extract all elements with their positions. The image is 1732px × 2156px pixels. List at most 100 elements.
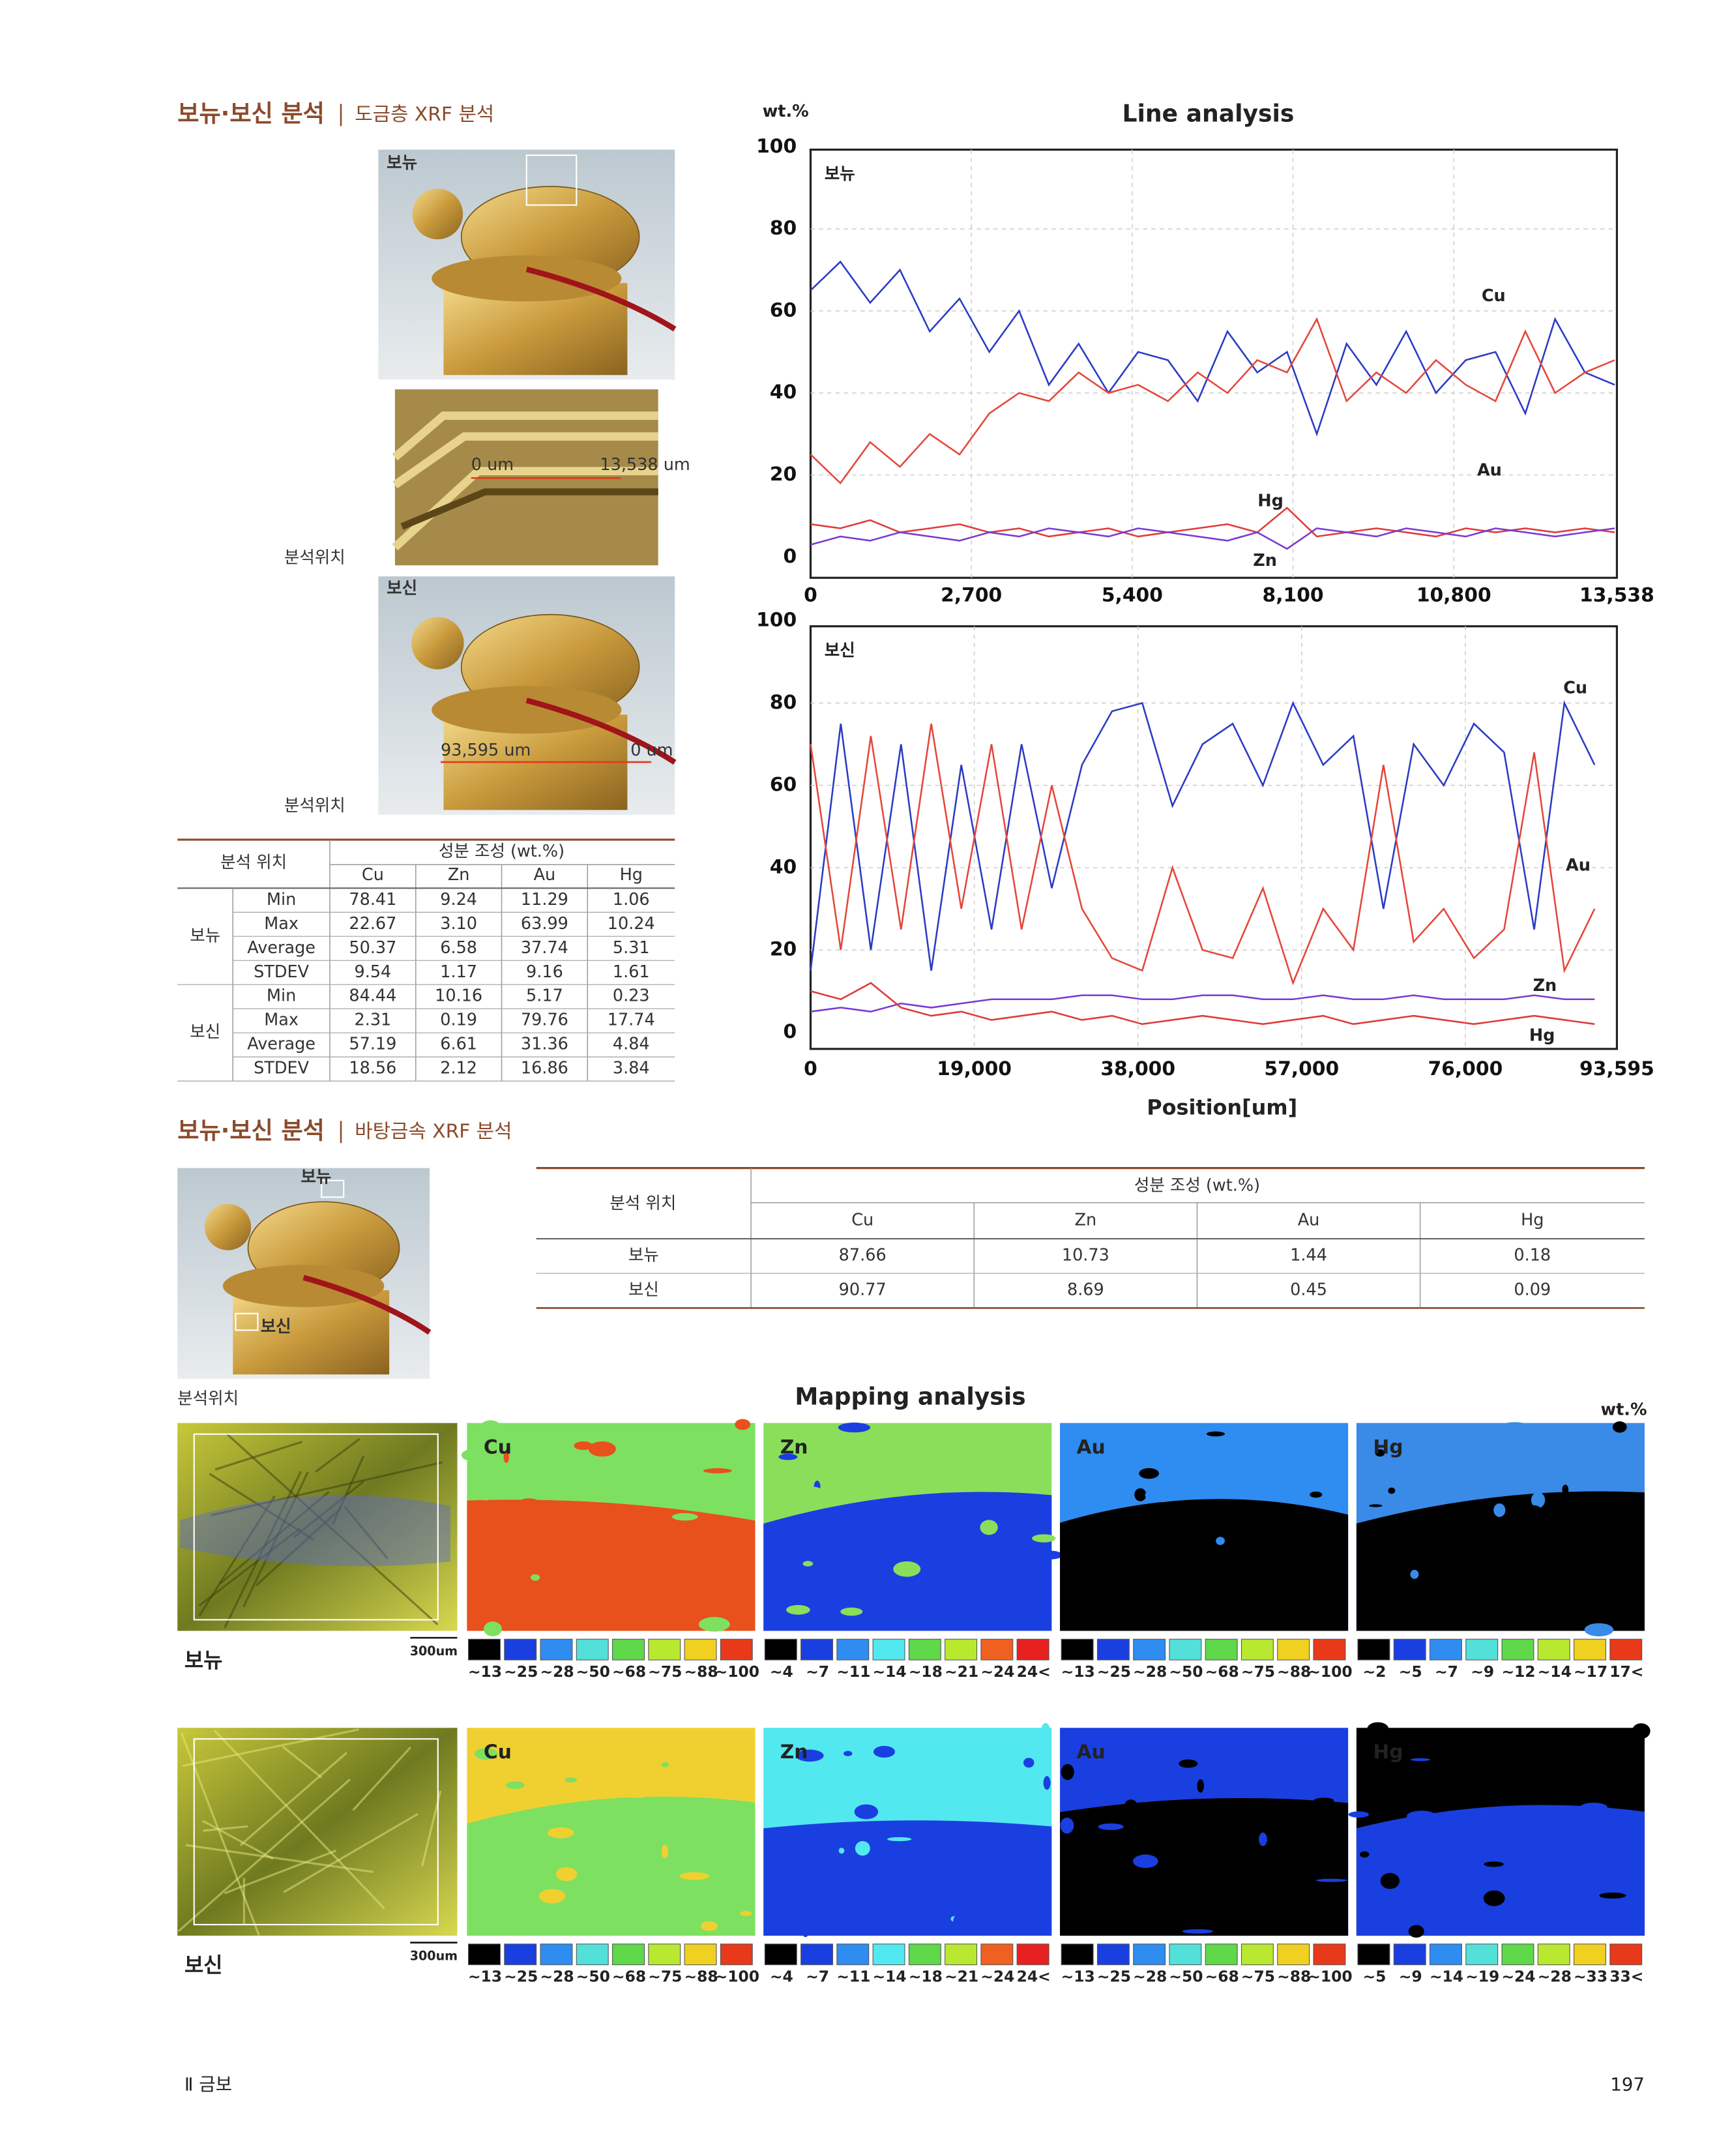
- table-cell: Min: [267, 890, 296, 909]
- table-cell: 10.73: [1062, 1246, 1109, 1265]
- element-map-region: [1356, 1491, 1645, 1631]
- map-speckle: [1197, 1779, 1204, 1793]
- legend-label: ~28: [540, 1967, 574, 1985]
- y-tick-label: 20: [770, 463, 797, 486]
- color-swatch: [504, 1638, 537, 1661]
- map-speckle: [1117, 1835, 1142, 1846]
- map-speckle: [838, 1848, 845, 1854]
- color-swatch: [800, 1943, 834, 1966]
- legend-label: ~13: [1061, 1662, 1095, 1681]
- map-speckle: [1579, 1803, 1607, 1812]
- map-speckle: [958, 1779, 990, 1792]
- element-map-region: [763, 1820, 1052, 1936]
- color-swatch: [468, 1638, 501, 1661]
- legend-label: ~50: [1169, 1967, 1203, 1985]
- map-speckle: [1216, 1537, 1225, 1545]
- map-speckle: [516, 1498, 542, 1512]
- color-swatch: [504, 1943, 537, 1966]
- map-speckle: [943, 1511, 975, 1526]
- micro-streak: [185, 1844, 374, 1873]
- shell-ridge: [392, 411, 658, 551]
- map-speckle: [802, 1561, 814, 1567]
- element-map-region: [1060, 1797, 1349, 1936]
- map-speckle: [1403, 1789, 1423, 1805]
- map-speckle: [1098, 1823, 1124, 1830]
- map-speckle: [1041, 1723, 1050, 1735]
- table-cell: 31.36: [521, 1035, 568, 1054]
- table-header: 성분 조성 (wt.%): [1134, 1175, 1260, 1195]
- table-cell: 63.99: [521, 914, 568, 934]
- legend-label: ~25: [1097, 1662, 1131, 1681]
- map-speckle: [1324, 1587, 1342, 1592]
- map-speckle: [648, 1534, 655, 1543]
- micro-streak: [211, 1461, 443, 1516]
- color-swatch: [764, 1638, 797, 1661]
- color-swatch: [800, 1638, 834, 1661]
- color-swatch: [1240, 1638, 1274, 1661]
- map-speckle: [565, 1777, 578, 1783]
- map-speckle: [980, 1880, 1008, 1893]
- legend-label: ~25: [504, 1662, 538, 1681]
- map-speckle: [1388, 1487, 1396, 1494]
- map-speckle: [778, 1453, 798, 1460]
- legend-label: ~24: [980, 1662, 1014, 1681]
- map-speckle: [1584, 1623, 1614, 1636]
- series-label: Zn: [1253, 551, 1277, 570]
- table-header: Hg: [1521, 1210, 1544, 1230]
- legend-label: ~88: [684, 1967, 718, 1985]
- map-speckle: [1414, 1478, 1431, 1494]
- legend-label: ~50: [576, 1967, 610, 1985]
- scale-label: 300um: [410, 1644, 458, 1659]
- legend-label: ~100: [1308, 1967, 1352, 1985]
- map-speckle: [1408, 1925, 1424, 1938]
- color-swatch: [1537, 1943, 1570, 1966]
- color-swatch: [1205, 1638, 1238, 1661]
- color-swatch: [1609, 1943, 1643, 1966]
- map-speckle: [1179, 1759, 1198, 1768]
- micro-streak: [182, 1728, 359, 1767]
- table-cell: STDEV: [254, 962, 310, 982]
- table-cell: 9.16: [526, 962, 563, 982]
- micro-streak: [198, 1495, 276, 1616]
- y-tick-label: 40: [770, 855, 797, 878]
- color-swatch: [980, 1943, 1014, 1966]
- color-swatch: [1133, 1943, 1166, 1966]
- color-swatch: [1277, 1638, 1310, 1661]
- map-speckle: [1023, 1758, 1035, 1768]
- cord: [302, 1275, 432, 1335]
- table-header: Zn: [1075, 1210, 1097, 1230]
- micro-band: [180, 1495, 450, 1567]
- shell-ridge-shadow: [400, 488, 658, 530]
- color-swatch: [1277, 1943, 1310, 1966]
- map-speckle: [873, 1745, 896, 1758]
- table-cell: STDEV: [254, 1059, 310, 1078]
- map-element-label: Hg: [1373, 1436, 1403, 1458]
- x-tick-label: 76,000: [1428, 1057, 1503, 1080]
- legend-label: ~25: [1097, 1967, 1131, 1985]
- color-swatch: [648, 1638, 681, 1661]
- turtle-body: [432, 686, 622, 734]
- legend-label: ~88: [1277, 1967, 1311, 1985]
- panel-label: 보뉴: [825, 164, 855, 184]
- map-speckle: [1385, 1563, 1411, 1567]
- sample-label: 보뉴: [184, 1647, 223, 1672]
- table-cell: 5.17: [526, 986, 563, 1006]
- table-cell: Average: [247, 938, 316, 958]
- map-speckle: [1367, 1722, 1389, 1736]
- map-speckle: [854, 1804, 879, 1820]
- table-group: 보뉴: [190, 926, 220, 945]
- table-cell: 1.61: [613, 962, 650, 982]
- legend-label: ~28: [1538, 1967, 1572, 1985]
- map-speckle: [824, 1501, 831, 1507]
- legend-label: ~75: [1241, 1662, 1275, 1681]
- map-speckle: [1061, 1764, 1074, 1780]
- cord: [525, 698, 677, 765]
- analysis-box: [235, 1312, 259, 1331]
- map-speckle: [671, 1513, 698, 1521]
- legend-label: ~88: [684, 1662, 718, 1681]
- legend-label: ~21: [945, 1662, 978, 1681]
- legend-label: ~68: [612, 1967, 646, 1985]
- color-swatch: [1501, 1638, 1534, 1661]
- mapping-unit: wt.%: [1601, 1400, 1647, 1420]
- position-label: 분석위치: [177, 1389, 239, 1409]
